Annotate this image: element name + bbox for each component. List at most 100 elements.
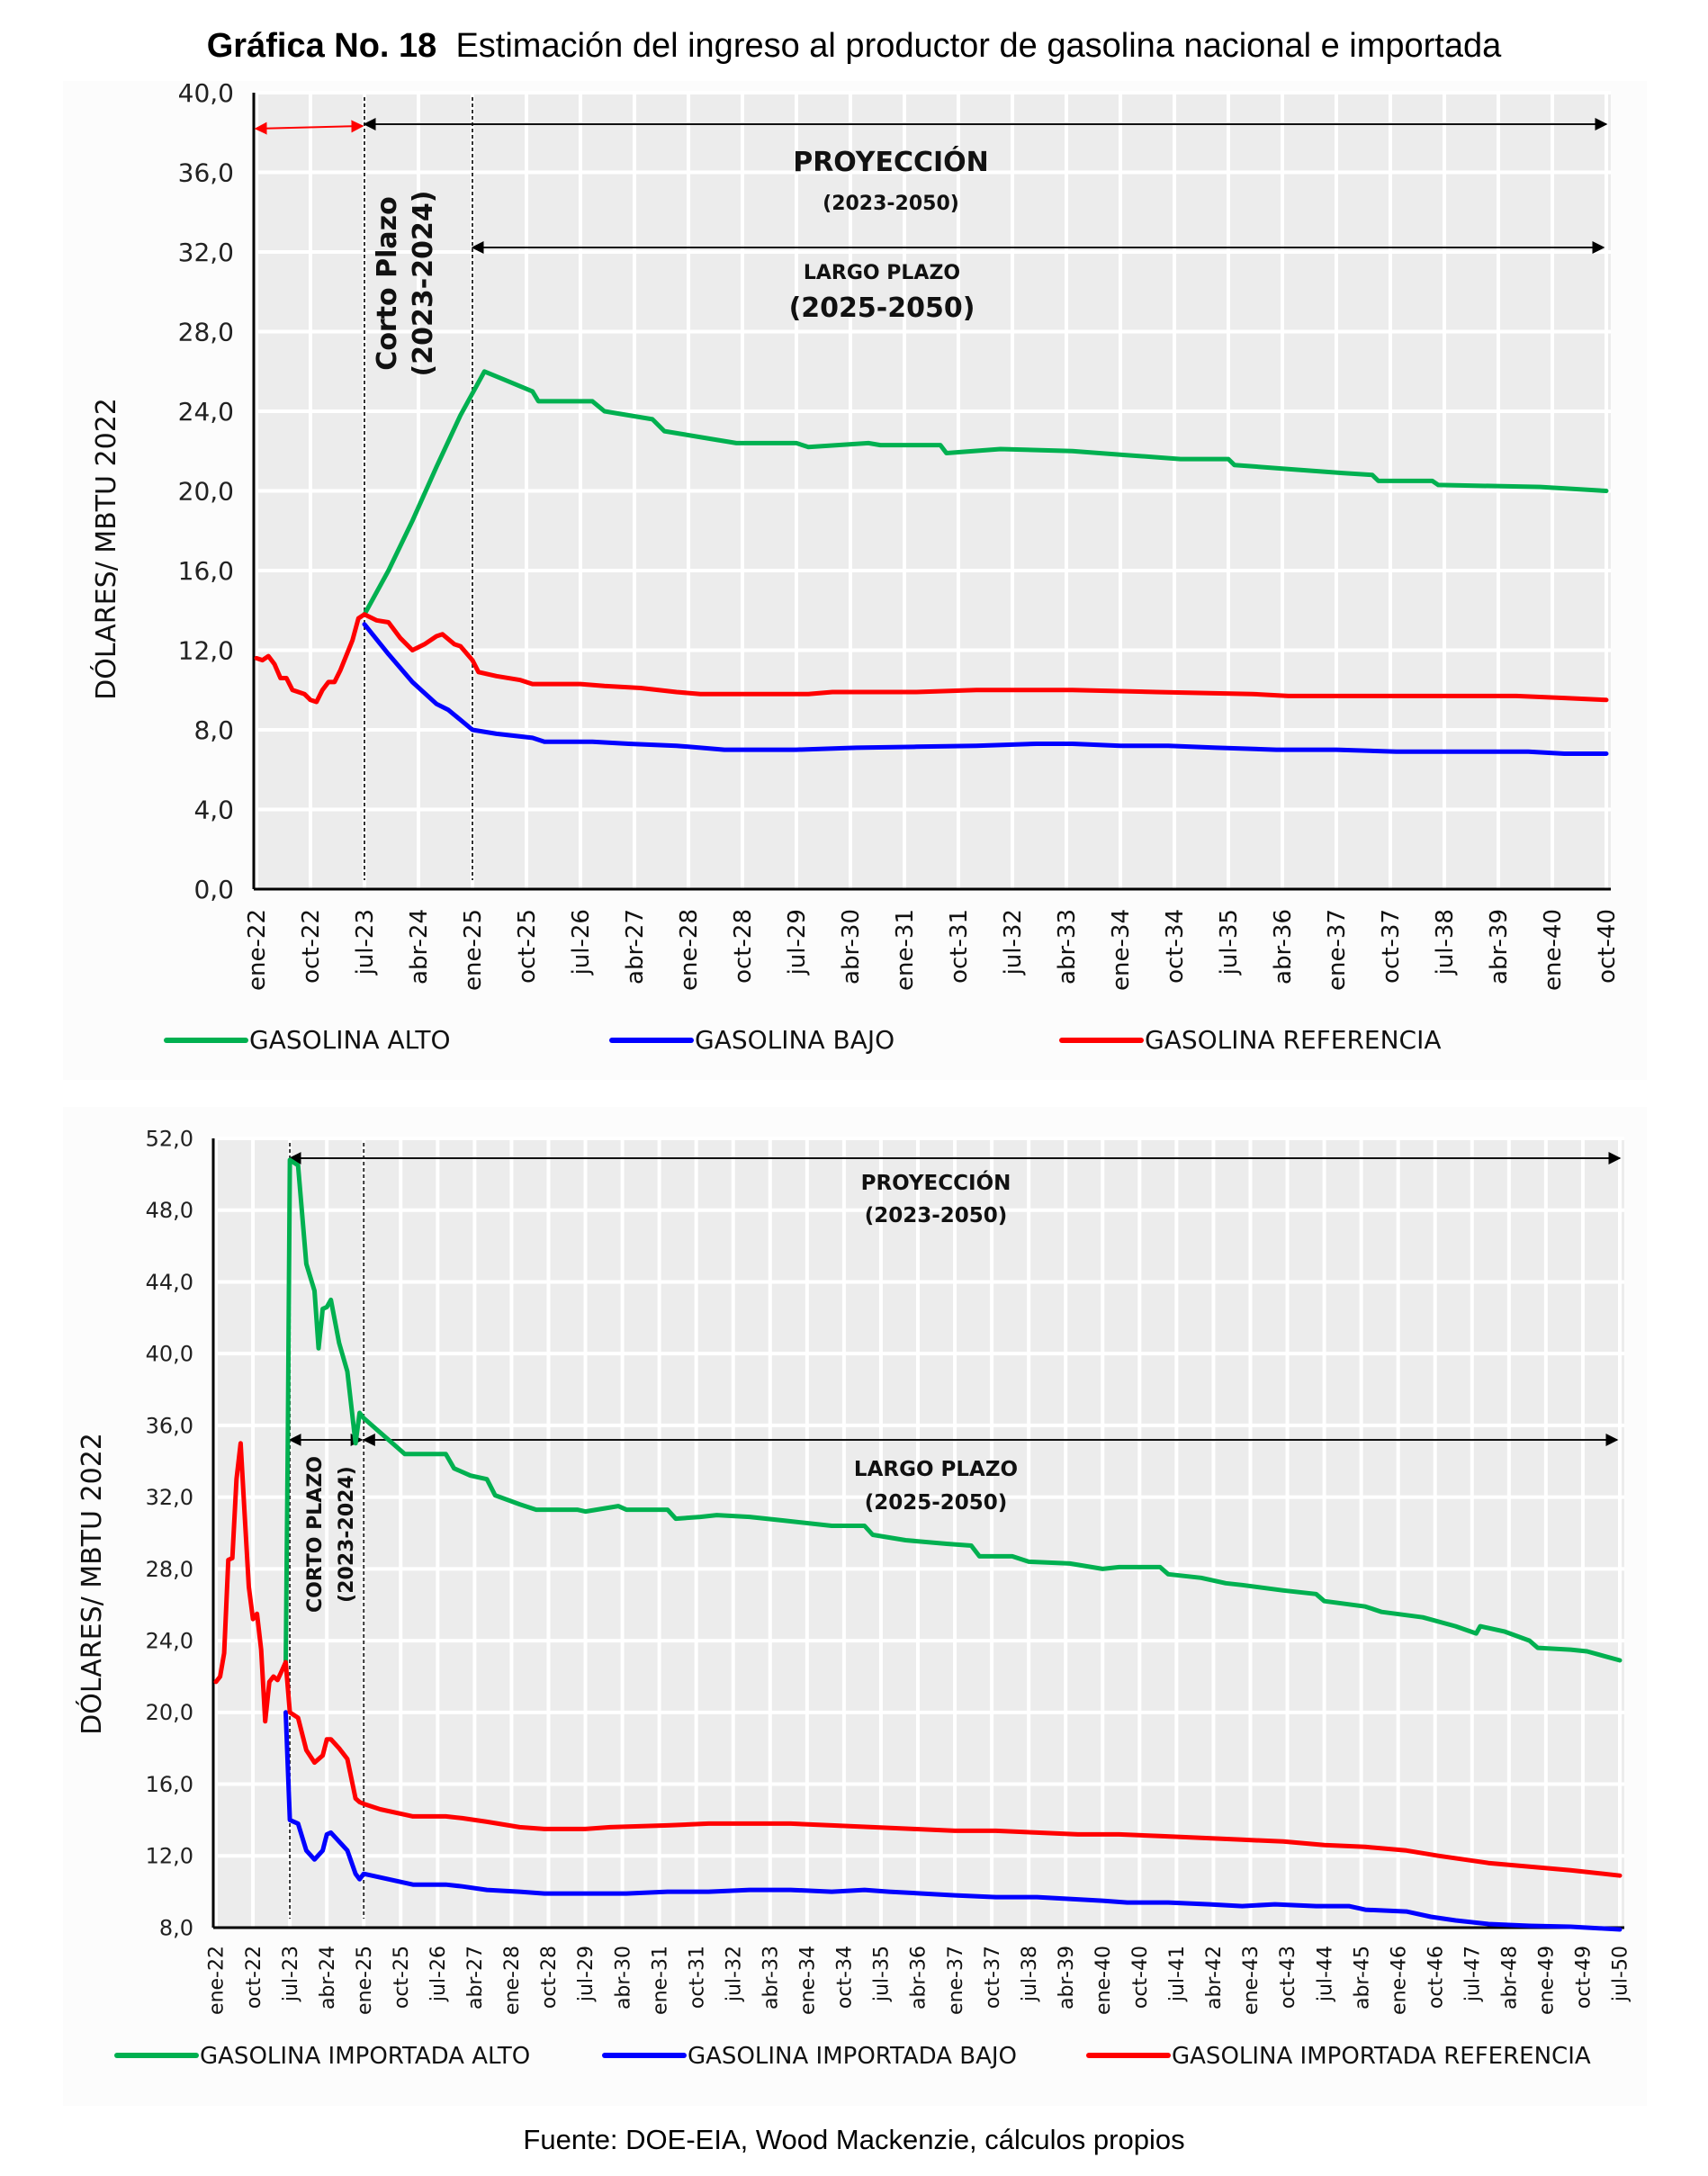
- x-tick-label: jul-32: [1000, 909, 1027, 976]
- x-tick-label: ene-25: [354, 1946, 376, 2015]
- x-tick-label: abr-24: [406, 909, 433, 985]
- x-tick-label: ene-40: [1092, 1946, 1115, 2015]
- x-tick-label: jul-32: [723, 1946, 745, 2002]
- y-tick-label: 32,0: [178, 238, 234, 267]
- x-tick-label: jul-29: [784, 909, 811, 976]
- y-tick-label: 24,0: [146, 1628, 193, 1653]
- x-tick-label: ene-43: [1240, 1946, 1263, 2015]
- x-tick-label: ene-25: [460, 909, 487, 991]
- x-tick-label: oct-40: [1594, 909, 1621, 984]
- figure-number: Gráfica No. 18: [206, 27, 437, 65]
- x-tick-label: abr-36: [908, 1946, 930, 2010]
- corto-plazo-range: (2023-2024): [408, 191, 439, 377]
- x-tick-label: oct-31: [946, 909, 973, 984]
- y-tick-label: 16,0: [146, 1772, 193, 1797]
- x-tick-label: ene-46: [1388, 1946, 1410, 2015]
- series-line-gasolina-bajo: [362, 622, 1609, 756]
- legend-label-gasolina-importada-referencia: GASOLINA IMPORTADA REFERENCIA: [1172, 2043, 1591, 2070]
- legend-label-gasolina-referencia: GASOLINA REFERENCIA: [1145, 1025, 1442, 1055]
- x-tick-label: jul-38: [1019, 1946, 1041, 2002]
- x-tick-label: abr-42: [1203, 1946, 1226, 2010]
- x-tick-label: jul-50: [1610, 1946, 1632, 2002]
- largo-plazo-label: LARGO PLAZO: [854, 1458, 1018, 1481]
- x-tick-label: abr-24: [317, 1946, 339, 2010]
- series-line-gasolina-referencia: [254, 612, 1609, 705]
- chart-importada-svg: 8,0 12,0 16,0 20,0 24,0 28,0 32,0 36,0 40,0 44,0 4…: [63, 1107, 1647, 2106]
- x-tick-label: abr-30: [838, 909, 865, 985]
- x-tick-label: ene-28: [676, 909, 703, 991]
- y-tick-label: 36,0: [178, 157, 234, 187]
- x-tick-label: oct-37: [1378, 909, 1405, 984]
- y-tick-label: 24,0: [178, 397, 234, 427]
- legend-label-gasolina-importada-alto: GASOLINA IMPORTADA ALTO: [200, 2043, 530, 2070]
- x-tick-label: abr-33: [760, 1946, 782, 2010]
- x-tick-label: oct-25: [391, 1946, 413, 2009]
- x-tick-label: ene-49: [1536, 1946, 1559, 2015]
- largo-plazo-label: LARGO PLAZO: [804, 262, 960, 284]
- y-tick-label: 20,0: [146, 1700, 193, 1725]
- y-tick-label: 8,0: [159, 1915, 193, 1940]
- x-tick-label: abr-45: [1351, 1946, 1373, 2010]
- x-tick-label: abr-27: [464, 1946, 487, 2010]
- x-tick-label: ene-34: [797, 1946, 820, 2015]
- proyeccion-label: PROYECCIÓN: [861, 1170, 1011, 1195]
- x-tick-label: jul-23: [280, 1946, 302, 2002]
- y-tick-label: 36,0: [146, 1413, 193, 1438]
- y-tick-label: 12,0: [146, 1844, 193, 1869]
- y-tick-label: 0,0: [193, 875, 234, 904]
- x-tick-label: oct-49: [1573, 1946, 1596, 2009]
- x-tick-label: ene-31: [892, 909, 919, 991]
- x-tick-label: jul-29: [575, 1946, 598, 2002]
- series-line-gasolina-importada-referencia: [213, 1441, 1623, 1878]
- x-tick-label: abr-27: [622, 909, 649, 985]
- x-tick-label: abr-36: [1270, 909, 1297, 985]
- y-tick-label: 28,0: [178, 317, 234, 346]
- x-tick-label: oct-25: [514, 909, 541, 984]
- x-tick-label: oct-34: [834, 1946, 857, 2009]
- legend-label-gasolina-importada-bajo: GASOLINA IMPORTADA BAJO: [688, 2043, 1017, 2070]
- largo-plazo-range: (2025-2050): [865, 1491, 1008, 1515]
- x-tick-label: ene-37: [1324, 909, 1351, 991]
- series-line-gasolina-alto: [362, 369, 1609, 617]
- x-tick-label: ene-40: [1540, 909, 1567, 991]
- series-line-gasolina-importada-bajo: [283, 1710, 1623, 1932]
- x-tick-label: ene-34: [1108, 909, 1135, 991]
- largo-plazo-range: (2025-2050): [789, 292, 975, 324]
- x-tick-label: abr-39: [1056, 1946, 1078, 2010]
- x-tick-label: jul-26: [427, 1946, 450, 2002]
- y-tick-label: 4,0: [193, 795, 234, 824]
- legend-label-gasolina-alto: GASOLINA ALTO: [249, 1025, 451, 1055]
- y-tick-label: 32,0: [146, 1485, 193, 1510]
- figure-title: Gráfica No. 18 Estimación del ingreso al…: [0, 27, 1708, 66]
- figure-caption: Estimación del ingreso al productor de g…: [455, 27, 1502, 65]
- x-tick-label: jul-23: [352, 909, 379, 976]
- x-tick-label: oct-22: [243, 1946, 265, 2009]
- x-tick-label: abr-39: [1486, 909, 1513, 985]
- x-tick-label: ene-22: [206, 1946, 229, 2015]
- historico-arrow: [254, 120, 364, 135]
- chart-nacional: 0,0 4,0 8,0 12,0 16,0 20,0 24,0 28,0 32,0 36,0 40,…: [0, 78, 1708, 1089]
- y-tick-label: 40,0: [178, 81, 234, 108]
- x-tick-label: oct-46: [1425, 1946, 1447, 2009]
- chart-nacional-svg: 0,0 4,0 8,0 12,0 16,0 20,0 24,0 28,0 32,0 36,0 40,…: [63, 78, 1647, 1080]
- y-tick-label: 48,0: [146, 1198, 193, 1223]
- y-tick-label: 12,0: [178, 635, 234, 665]
- x-tick-label: oct-22: [298, 909, 325, 984]
- x-tick-label: jul-38: [1432, 909, 1459, 976]
- y-axis-label: DÓLARES/ MBTU 2022: [75, 1433, 108, 1735]
- corto-plazo-label: Corto Plazo: [372, 196, 403, 370]
- x-tick-label: oct-43: [1277, 1946, 1299, 2009]
- proyeccion-range: (2023-2050): [823, 193, 959, 215]
- x-tick-label: ene-37: [945, 1946, 967, 2015]
- x-tick-label: ene-28: [501, 1946, 524, 2015]
- x-tick-label: oct-40: [1129, 1946, 1152, 2009]
- x-tick-label: oct-28: [730, 909, 757, 984]
- x-tick-label: oct-31: [686, 1946, 708, 2009]
- y-tick-label: 52,0: [146, 1126, 193, 1151]
- source-note: Fuente: DOE-EIA, Wood Mackenzie, cálculo…: [523, 2124, 1185, 2155]
- y-tick-label: 20,0: [178, 476, 234, 506]
- x-tick-label: abr-48: [1499, 1946, 1522, 2010]
- y-tick-label: 8,0: [193, 715, 234, 745]
- x-tick-label: ene-22: [244, 909, 271, 991]
- x-tick-label: jul-35: [1216, 909, 1243, 976]
